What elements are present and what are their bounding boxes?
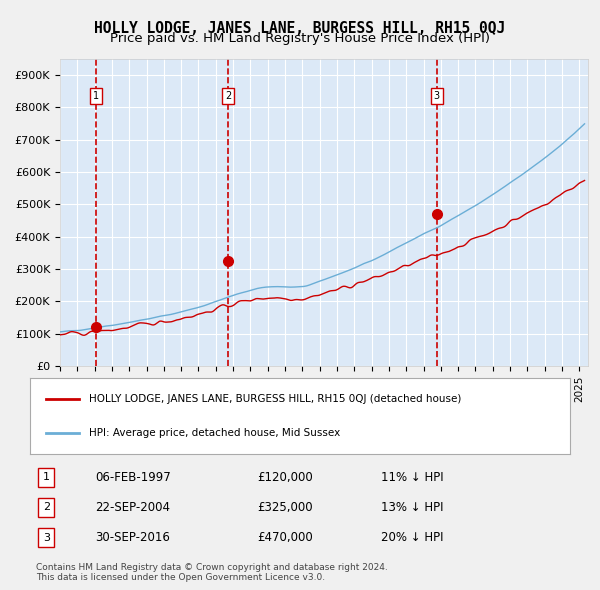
- Text: 1: 1: [43, 472, 50, 482]
- Text: 11% ↓ HPI: 11% ↓ HPI: [381, 471, 443, 484]
- Text: HOLLY LODGE, JANES LANE, BURGESS HILL, RH15 0QJ (detached house): HOLLY LODGE, JANES LANE, BURGESS HILL, R…: [89, 394, 462, 404]
- Text: 06-FEB-1997: 06-FEB-1997: [95, 471, 170, 484]
- Text: 3: 3: [433, 91, 440, 101]
- Text: Price paid vs. HM Land Registry's House Price Index (HPI): Price paid vs. HM Land Registry's House …: [110, 32, 490, 45]
- Text: 2: 2: [43, 503, 50, 512]
- Text: 22-SEP-2004: 22-SEP-2004: [95, 501, 170, 514]
- Text: 2: 2: [226, 91, 232, 101]
- Text: 30-SEP-2016: 30-SEP-2016: [95, 531, 170, 544]
- Text: 3: 3: [43, 533, 50, 543]
- Text: 1: 1: [93, 91, 99, 101]
- Text: 20% ↓ HPI: 20% ↓ HPI: [381, 531, 443, 544]
- Text: HPI: Average price, detached house, Mid Sussex: HPI: Average price, detached house, Mid …: [89, 428, 341, 438]
- Text: HOLLY LODGE, JANES LANE, BURGESS HILL, RH15 0QJ: HOLLY LODGE, JANES LANE, BURGESS HILL, R…: [94, 21, 506, 35]
- Text: £325,000: £325,000: [257, 501, 313, 514]
- Text: £120,000: £120,000: [257, 471, 313, 484]
- Text: Contains HM Land Registry data © Crown copyright and database right 2024.: Contains HM Land Registry data © Crown c…: [36, 563, 388, 572]
- Text: 13% ↓ HPI: 13% ↓ HPI: [381, 501, 443, 514]
- Text: £470,000: £470,000: [257, 531, 313, 544]
- Text: This data is licensed under the Open Government Licence v3.0.: This data is licensed under the Open Gov…: [36, 573, 325, 582]
